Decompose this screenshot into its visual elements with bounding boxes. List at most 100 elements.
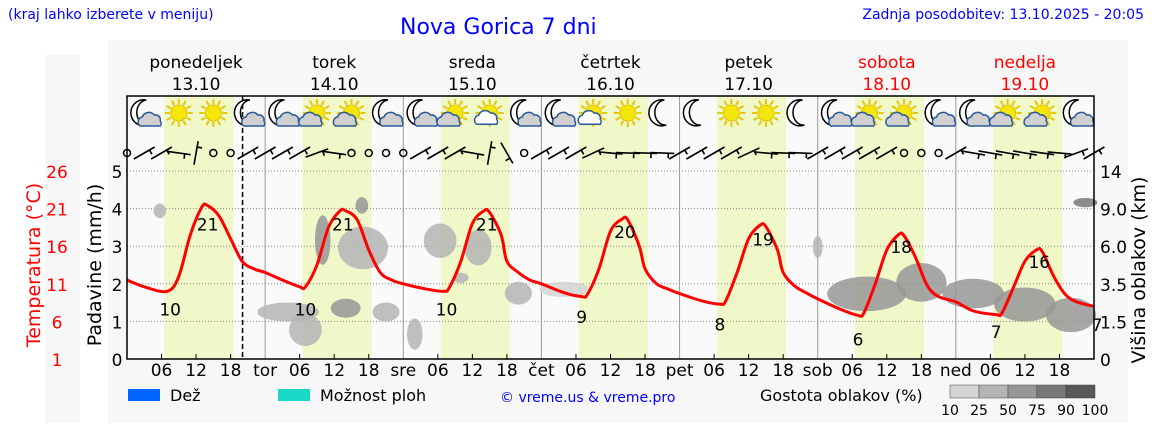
cloud-patch <box>153 203 167 219</box>
cloud-shape <box>298 111 323 127</box>
cloud-height-tick: 6.0 <box>1100 238 1127 258</box>
precipitation-tick: 4 <box>112 201 123 221</box>
sun-ray <box>220 116 226 121</box>
daylight-band <box>164 96 234 359</box>
sun-ray <box>856 105 863 110</box>
sun-ray <box>186 116 192 121</box>
cloud-height-tick: 9.0 <box>1100 201 1127 221</box>
sun-ray <box>585 100 590 106</box>
sun-ray <box>631 100 636 106</box>
wind-barb-shape <box>500 142 514 164</box>
sun-ray <box>896 100 901 106</box>
sun-ray <box>876 116 883 121</box>
sun-ray <box>738 116 744 121</box>
day-name: torek <box>312 53 356 73</box>
wind-barb-shape <box>427 146 449 160</box>
sun-ray <box>631 120 636 126</box>
wind-barb-icon <box>254 146 276 160</box>
sun-ray <box>773 116 779 121</box>
cloud-patch <box>372 302 400 322</box>
sun-ray <box>355 100 360 106</box>
sun-ray <box>1045 100 1051 106</box>
sun-ray <box>358 105 365 110</box>
max-temp-label: 16 <box>1028 253 1050 273</box>
wind-barb-icon <box>841 146 864 160</box>
legend-cloud-density-label: Gostota oblakov (%) <box>760 386 923 405</box>
wind-calm-icon <box>226 148 235 158</box>
moon-cloud-icon <box>544 99 577 127</box>
wind-barb-icon <box>788 151 813 159</box>
end-temp-label: 7 <box>1092 316 1103 336</box>
wind-barb-shape <box>858 146 881 160</box>
sun-cloud-icon <box>1023 99 1057 127</box>
cloud-shape <box>137 111 162 127</box>
wind-barb-shape <box>703 146 725 160</box>
wind-barb-icon <box>166 150 191 159</box>
precipitation-tick: 5 <box>112 163 123 183</box>
moon-icon <box>786 99 805 127</box>
sun-ray <box>170 100 176 106</box>
max-temp-label: 19 <box>752 231 774 251</box>
cloud-patch <box>314 215 331 265</box>
wind-barb-icon <box>1047 151 1072 159</box>
wind-barb-icon <box>409 146 432 160</box>
hour-tick-label: 18 <box>496 361 518 381</box>
sun-disc <box>722 104 740 122</box>
density-swatch <box>949 384 980 399</box>
precipitation-tick: 3 <box>112 238 123 258</box>
wind-barb-shape <box>753 151 778 159</box>
density-swatch <box>1036 384 1067 399</box>
day-date: 17.10 <box>724 75 773 95</box>
cloud-shape <box>577 109 602 125</box>
max-temp-label: 21 <box>476 216 498 236</box>
sun-ray <box>735 120 740 126</box>
sun-ray <box>166 116 172 121</box>
wind-barb-icon <box>824 146 846 160</box>
wind-barb-icon <box>427 146 449 160</box>
sun-ray <box>773 105 779 110</box>
wind-barb-shape <box>322 150 347 159</box>
sun-ray <box>758 100 763 106</box>
sun-ray <box>182 120 187 126</box>
wind-barb-shape <box>486 141 496 165</box>
wind-barb-shape <box>271 146 294 160</box>
wind-barb-shape <box>254 146 276 160</box>
max-temp-label: 20 <box>614 223 636 243</box>
sun-ray <box>769 120 774 126</box>
wind-calm-icon <box>519 148 529 158</box>
copyright-link[interactable]: © vreme.us & vreme.pro <box>500 390 675 406</box>
wind-barb-icon <box>995 150 1020 160</box>
wind-calm-icon <box>381 148 391 158</box>
sun-ray <box>1034 100 1039 106</box>
day-name: četrtek <box>580 53 641 73</box>
moon-icon <box>648 99 667 127</box>
moon-cloud-icon <box>268 99 301 127</box>
wind-barb-shape <box>166 150 191 159</box>
day-name: petek <box>725 53 773 73</box>
wind-barb-shape <box>460 150 485 160</box>
wind-barb-shape <box>841 146 864 160</box>
sun-ray <box>358 116 365 121</box>
wind-calm-icon <box>899 148 909 158</box>
min-temp-label: 10 <box>436 300 458 320</box>
sun-ray <box>481 100 486 106</box>
max-temp-label: 21 <box>197 216 219 236</box>
day-abbr-tick: čet <box>528 361 555 381</box>
cloud-patch <box>1045 297 1096 333</box>
wind-barb-shape <box>133 146 156 160</box>
sun-ray <box>1049 116 1055 121</box>
wind-calm-icon <box>209 148 218 158</box>
sun-ray <box>600 116 606 121</box>
sun-ray <box>496 105 503 110</box>
sun-ray <box>186 105 192 110</box>
sun-icon <box>751 99 780 127</box>
legend-showers-label: Možnost ploh <box>320 386 426 405</box>
cloud-patch <box>464 229 492 266</box>
wind-barb-shape <box>598 151 623 159</box>
sun-ray <box>1014 105 1021 110</box>
wind-barb-icon <box>703 146 725 160</box>
sun-ray <box>753 105 759 110</box>
day-date: 19.10 <box>1001 75 1050 95</box>
page-title: Nova Gorica 7 dni <box>400 15 597 40</box>
hour-tick-label: 06 <box>151 361 173 381</box>
